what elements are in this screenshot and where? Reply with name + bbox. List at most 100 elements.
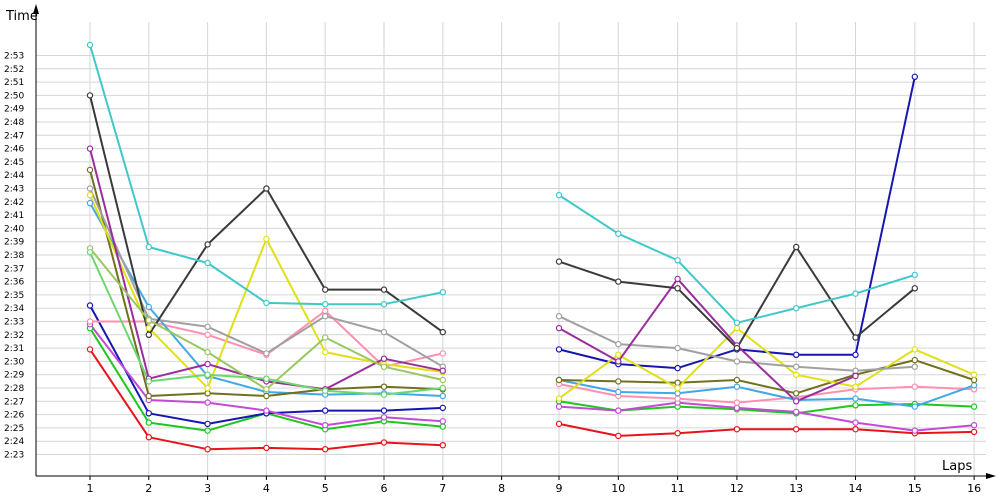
data-point	[793, 363, 800, 370]
data-point	[204, 241, 211, 248]
data-point	[615, 278, 622, 285]
data-point	[263, 185, 270, 192]
y-tick-label: 2:48	[4, 118, 24, 128]
y-axis-title: Time	[5, 9, 38, 24]
data-point	[145, 434, 152, 441]
data-point	[204, 323, 211, 330]
x-tick-label: 2	[145, 482, 152, 495]
y-tick-label: 2:29	[4, 371, 24, 381]
tick-labels: 2:23 2:24 2:25 2:26 2:27 2:28 2:29 2:30 2:31 2:32…	[4, 52, 981, 496]
series-points	[86, 41, 978, 453]
y-tick-label: 2:38	[4, 251, 24, 261]
y-tick-label: 2:31	[4, 344, 24, 354]
series-line-5	[90, 309, 975, 404]
data-point	[852, 290, 859, 297]
data-point	[439, 442, 446, 449]
data-point	[911, 403, 919, 410]
data-point	[86, 302, 94, 309]
data-point	[852, 419, 859, 426]
x-tick-label: 1	[87, 482, 94, 495]
y-tick-label: 2:39	[4, 238, 24, 248]
data-point	[555, 403, 563, 410]
data-point	[674, 430, 681, 437]
x-tick-label: 8	[498, 482, 505, 495]
data-point	[86, 166, 94, 174]
data-point	[615, 358, 622, 365]
x-tick-label: 7	[439, 482, 446, 495]
data-point	[439, 392, 446, 400]
x-tick-label: 15	[908, 482, 922, 495]
data-point	[439, 418, 446, 425]
data-point	[145, 392, 152, 400]
data-point	[733, 344, 741, 352]
data-point	[86, 249, 94, 256]
x-tick-label: 4	[263, 482, 270, 495]
data-point	[793, 371, 800, 378]
data-point	[204, 371, 211, 378]
data-point	[911, 363, 919, 370]
data-point	[615, 351, 622, 358]
data-point	[322, 422, 329, 429]
y-tick-label: 2:36	[4, 278, 24, 288]
data-point	[204, 259, 211, 267]
data-point	[263, 375, 270, 382]
data-point	[322, 446, 329, 453]
data-point	[555, 346, 563, 353]
data-point	[733, 376, 741, 384]
data-point	[380, 363, 388, 370]
data-point	[852, 334, 859, 341]
data-point	[615, 432, 622, 440]
data-point	[263, 444, 270, 452]
data-point	[145, 243, 152, 251]
data-point	[322, 301, 329, 308]
data-point	[86, 199, 94, 207]
y-tick-label: 2:43	[4, 185, 24, 195]
x-tick-label: 14	[849, 482, 863, 495]
y-axis-arrow	[33, 4, 39, 14]
data-point	[263, 392, 270, 400]
data-point	[439, 404, 446, 412]
axes	[33, 4, 996, 480]
y-tick-label: 2:49	[4, 105, 24, 115]
data-point	[970, 403, 978, 410]
data-point	[793, 426, 800, 433]
y-tick-label: 2:42	[4, 198, 24, 208]
data-point	[911, 356, 919, 364]
data-point	[555, 324, 563, 332]
data-point	[555, 258, 563, 265]
data-point	[674, 379, 681, 386]
data-point	[204, 420, 211, 428]
data-point	[204, 399, 211, 406]
data-point	[852, 367, 859, 374]
data-point	[733, 319, 741, 326]
data-point	[86, 191, 94, 199]
data-point	[322, 286, 329, 293]
data-point	[911, 73, 919, 81]
data-point	[911, 271, 919, 279]
data-point	[852, 426, 859, 433]
data-point	[970, 422, 978, 429]
data-point	[145, 378, 152, 385]
data-point	[555, 191, 563, 199]
data-point	[322, 307, 329, 315]
data-point	[555, 313, 563, 320]
x-tick-label: 12	[730, 482, 744, 495]
data-point	[322, 313, 329, 320]
data-point	[555, 420, 563, 428]
data-point	[615, 378, 622, 385]
data-point	[852, 351, 859, 358]
data-point	[86, 92, 94, 99]
y-tick-label: 2:30	[4, 357, 24, 367]
data-point	[439, 328, 446, 336]
data-point	[204, 331, 211, 338]
data-point	[970, 376, 978, 384]
data-point	[86, 41, 94, 49]
data-point	[911, 285, 919, 292]
data-point	[733, 426, 741, 433]
y-tick-label: 2:32	[4, 331, 24, 341]
data-point	[733, 399, 741, 406]
y-tick-label: 2:46	[4, 145, 24, 155]
data-point	[263, 299, 270, 307]
data-point	[380, 407, 388, 414]
